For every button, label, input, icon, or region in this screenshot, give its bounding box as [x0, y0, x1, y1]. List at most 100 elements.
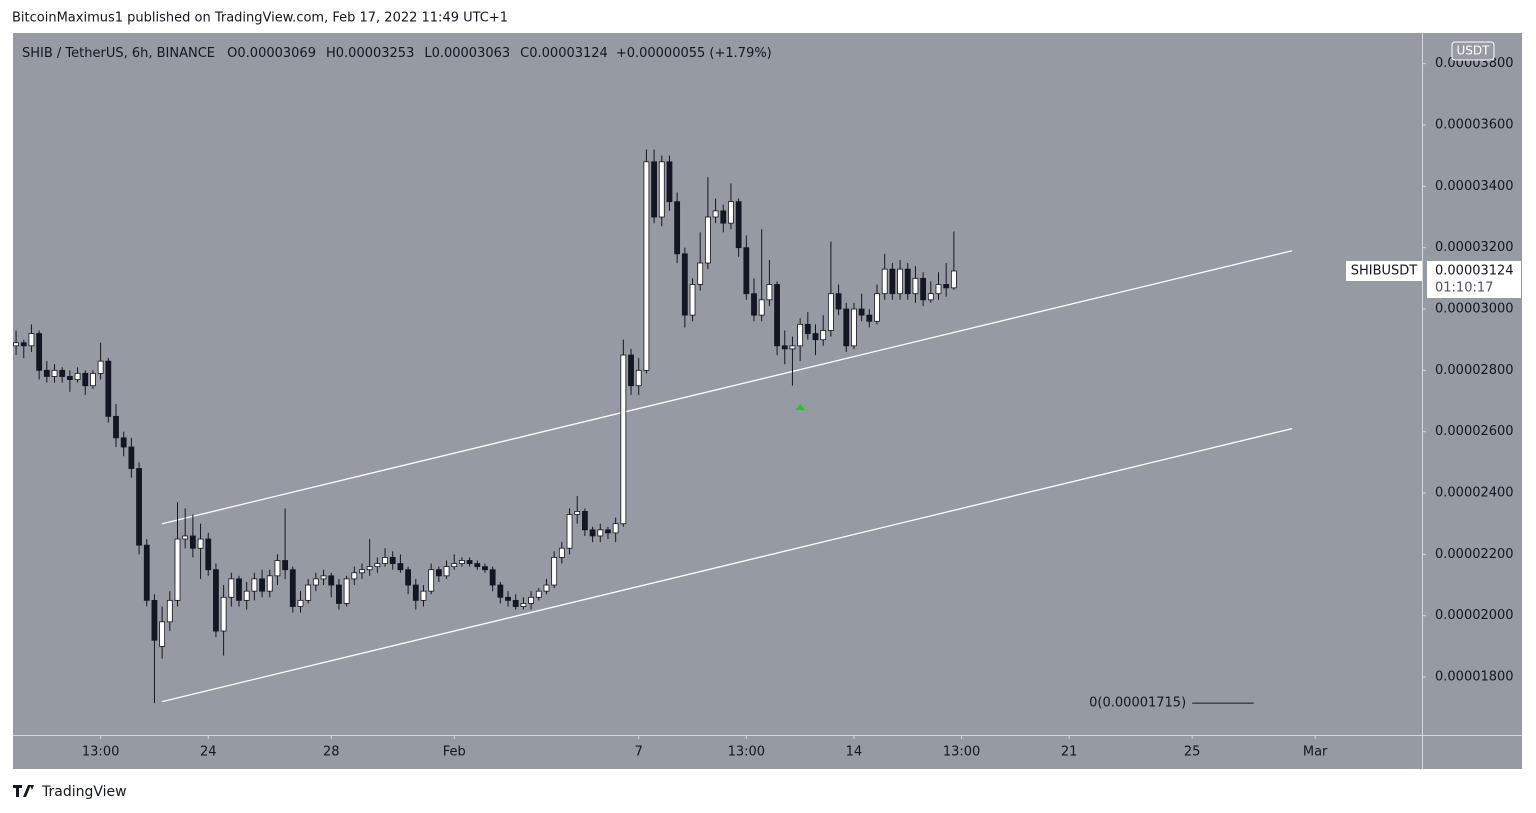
legend-value: 0.00003063	[432, 46, 511, 61]
candle-body	[689, 284, 696, 316]
footer-brand: TradingView	[41, 784, 127, 800]
legend-key: C	[520, 46, 529, 61]
candle-body	[927, 293, 934, 301]
candle-body	[343, 578, 350, 604]
candle-body	[113, 415, 119, 439]
candle-body	[835, 293, 842, 310]
x-tick-label: 24	[200, 745, 217, 760]
candle-body	[136, 468, 142, 546]
publisher-line: BitcoinMaximus1 published on TradingView…	[12, 11, 508, 26]
trendline	[161, 427, 1293, 703]
plot-area: 0(0.00001715)	[13, 149, 1293, 711]
candle-body	[366, 566, 373, 571]
candle-body	[228, 578, 235, 598]
candle-body	[128, 446, 135, 469]
candle-body	[605, 529, 611, 534]
candle-body	[843, 308, 850, 347]
candle-body	[397, 563, 404, 571]
candle-body	[105, 360, 112, 417]
trendline	[161, 250, 1293, 525]
y-tick-label: 0.00002200	[1435, 547, 1514, 562]
x-tick-label: 13:00	[82, 745, 119, 760]
candle-body	[820, 330, 827, 341]
candle-body	[459, 560, 465, 564]
candle-body	[712, 210, 719, 218]
y-tick-label: 0.00003600	[1435, 118, 1514, 133]
candle-body	[574, 511, 581, 515]
candle-body	[59, 369, 66, 377]
candle-body	[74, 373, 81, 380]
price-tag-countdown: 01:10:17	[1435, 280, 1493, 295]
candle-body	[558, 547, 565, 558]
legend-change: +0.00000055 (+1.79%)	[616, 46, 772, 61]
y-tick-label: 0.00002000	[1435, 608, 1514, 623]
candle-body	[189, 535, 196, 549]
candle-body	[920, 277, 927, 301]
price-tag	[1427, 260, 1521, 298]
candle-body	[451, 563, 458, 568]
candle-body	[681, 253, 688, 316]
candle-body	[412, 584, 419, 601]
candle-body	[251, 578, 258, 592]
candle-body	[174, 538, 181, 601]
candle-body	[751, 293, 757, 316]
candle-body	[797, 323, 804, 347]
candle-body	[120, 437, 127, 448]
candle-body	[774, 284, 780, 347]
candle-body	[943, 284, 950, 289]
candle-body	[950, 270, 957, 289]
candle-body	[728, 201, 734, 224]
candle-body	[90, 373, 96, 387]
level-label: 0(0.00001715)	[1089, 696, 1186, 711]
candle-body	[43, 369, 50, 377]
candle-body	[597, 529, 604, 537]
y-tick-label: 0.00002400	[1435, 486, 1514, 501]
currency-box	[1451, 41, 1495, 61]
candle-body	[658, 161, 665, 218]
x-tick-label: 7	[635, 745, 643, 760]
candle-body	[66, 376, 73, 380]
candle-body	[420, 590, 427, 601]
x-tick-label: Feb	[443, 745, 466, 760]
candle-body	[904, 268, 911, 295]
candle-body	[359, 569, 365, 574]
candle-body	[912, 277, 919, 295]
candle-body	[428, 569, 435, 592]
x-tick-label: 25	[1184, 745, 1201, 760]
candle-body	[266, 575, 273, 592]
candle-body	[297, 599, 304, 607]
candle-body	[351, 572, 358, 580]
candle-body	[336, 584, 342, 604]
candle-body	[97, 360, 104, 374]
candle-body	[497, 584, 504, 598]
candle-body	[305, 584, 312, 601]
candle-body	[182, 535, 189, 540]
candle-body	[520, 603, 527, 607]
candle-body	[874, 293, 880, 322]
symbol-tag-label: SHIBUSDT	[1351, 263, 1418, 278]
candle-body	[505, 596, 511, 601]
price-tag-value: 0.00003124	[1435, 263, 1514, 278]
candle-body	[474, 563, 481, 568]
candle-body	[236, 578, 242, 601]
candle-body	[243, 590, 250, 601]
candle-body	[205, 538, 212, 571]
x-tick-label: 13:00	[943, 745, 980, 760]
candle-body	[312, 578, 319, 586]
legend-key: L	[424, 46, 432, 61]
candle-body	[866, 314, 873, 322]
logo	[13, 785, 34, 797]
candle-body	[13, 342, 19, 347]
candle-body	[389, 557, 396, 564]
candle-body	[213, 569, 219, 632]
candle-body	[512, 599, 519, 607]
candle-body	[566, 514, 573, 549]
legend-value: 0.00003253	[336, 46, 415, 61]
candle-body	[220, 596, 227, 632]
candle-body	[543, 584, 550, 592]
candle-body	[612, 523, 619, 534]
x-tick-label: 13:00	[728, 745, 765, 760]
candle-body	[651, 161, 657, 218]
candle-body	[20, 342, 27, 347]
